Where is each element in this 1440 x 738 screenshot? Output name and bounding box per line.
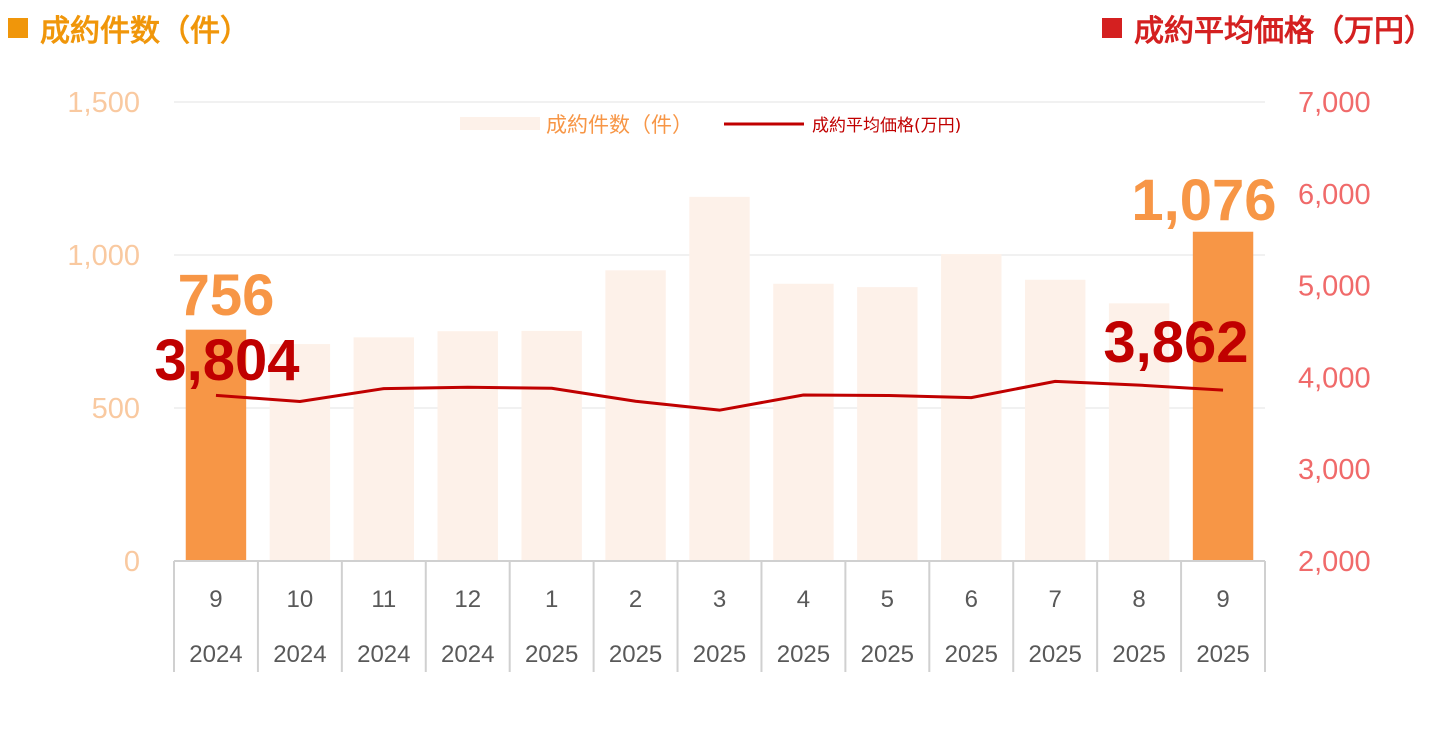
month-tick-label: 12: [454, 586, 481, 613]
first-bar-value-label: 756: [178, 263, 275, 328]
right-axis-title: 成約平均価格（万円）: [1102, 6, 1434, 50]
right-title-text: 成約平均価格（万円）: [1134, 14, 1434, 49]
last-bar-value-label: 1,076: [1131, 168, 1276, 233]
right-axis-tick: 4,000: [1298, 362, 1371, 394]
year-tick-label: 2025: [1112, 641, 1165, 668]
month-tick-label: 4: [797, 586, 810, 613]
bar: [1192, 231, 1254, 561]
month-tick-label: 10: [287, 586, 314, 613]
month-tick-label: 8: [1132, 586, 1145, 613]
left-axis-tick: 0: [124, 546, 140, 578]
left-axis-tick: 1,500: [67, 87, 140, 119]
month-tick-label: 11: [371, 586, 396, 613]
first-line-value-label: 3,804: [154, 328, 299, 393]
right-axis-tick: 3,000: [1298, 454, 1371, 486]
year-tick-label: 2024: [357, 641, 410, 668]
left-axis-title: 成約件数（件）: [8, 6, 250, 50]
right-axis-tick: 2,000: [1298, 546, 1371, 578]
right-axis-tick: 7,000: [1298, 87, 1371, 119]
year-tick-label: 2025: [1196, 641, 1249, 668]
left-axis-tick: 500: [92, 393, 140, 425]
right-axis-tick: 6,000: [1298, 179, 1371, 211]
month-tick-label: 1: [545, 586, 558, 613]
year-tick-label: 2025: [609, 641, 662, 668]
right-title-square-icon: [1102, 18, 1122, 38]
last-line-value-label: 3,862: [1103, 310, 1248, 375]
right-axis-tick: 5,000: [1298, 271, 1371, 303]
month-tick-label: 3: [713, 586, 726, 613]
price-line-series: [215, 379, 1224, 412]
bar: [353, 337, 415, 561]
legend-line-label: 成約平均価格(万円): [812, 116, 961, 136]
bar: [269, 344, 331, 561]
year-tick-label: 2024: [273, 641, 326, 668]
bar: [605, 270, 666, 561]
year-tick-label: 2025: [525, 641, 578, 668]
bar: [437, 331, 498, 561]
left-title-square-icon: [8, 18, 28, 38]
bar: [689, 196, 750, 562]
year-tick-label: 2025: [945, 641, 998, 668]
month-tick-label: 6: [965, 586, 978, 613]
year-tick-label: 2024: [441, 641, 494, 668]
year-tick-label: 2024: [189, 641, 242, 668]
month-tick-label: 7: [1049, 586, 1062, 613]
bar: [941, 254, 1002, 561]
bar: [857, 287, 918, 561]
left-axis-tick: 1,000: [67, 240, 140, 272]
year-tick-label: 2025: [861, 641, 914, 668]
year-tick-label: 2025: [693, 641, 746, 668]
year-tick-label: 2025: [777, 641, 830, 668]
bar: [1108, 303, 1170, 561]
month-tick-label: 5: [881, 586, 894, 613]
month-tick-label: 9: [209, 586, 222, 613]
legend-bar-swatch: [460, 117, 540, 130]
legend-bar-label: 成約件数（件）: [546, 113, 693, 137]
year-tick-label: 2025: [1028, 641, 1081, 668]
month-tick-label: 9: [1216, 586, 1229, 613]
bar: [521, 330, 582, 561]
bar: [773, 283, 834, 561]
bar: [1024, 279, 1086, 561]
left-title-text: 成約件数（件）: [40, 14, 250, 49]
month-tick-label: 2: [629, 586, 642, 613]
bar: [185, 329, 247, 561]
